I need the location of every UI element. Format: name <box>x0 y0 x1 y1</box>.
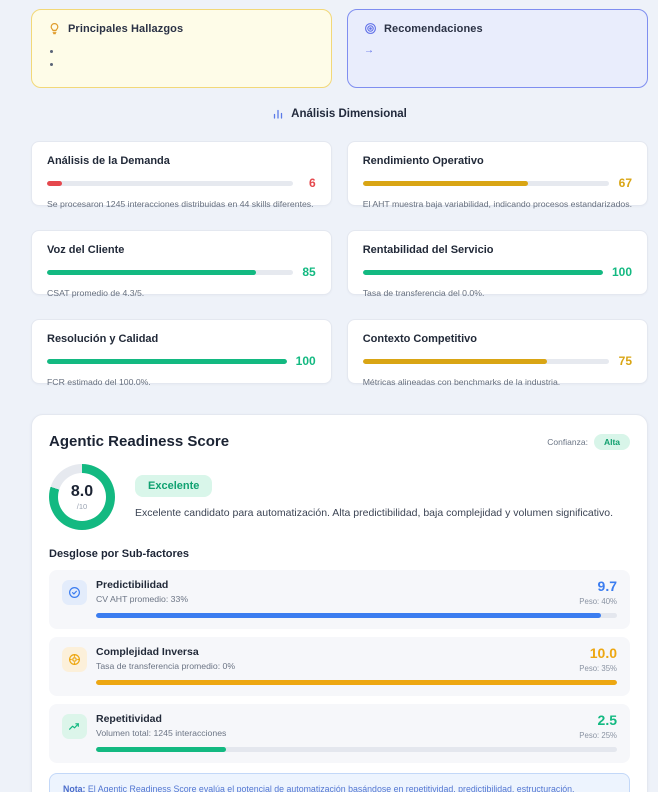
gauge-score-value: 8.0 <box>70 482 94 500</box>
score-summary: Excelente Excelente candidato para autom… <box>135 475 613 519</box>
dimension-description: CSAT promedio de 4.3/5. <box>47 288 145 298</box>
dimension-description: Se procesaron 1245 interacciones distrib… <box>47 199 314 209</box>
dimension-score: 100 <box>295 354 316 368</box>
recommendations-card: Recomendaciones → <box>347 9 648 88</box>
lightbulb-icon <box>48 22 61 35</box>
score-bar-track <box>47 269 293 275</box>
trending-up-icon <box>62 714 87 739</box>
dimension-title: Rentabilidad del Servicio <box>362 244 494 256</box>
score-bar-track <box>47 358 287 364</box>
dimension-card-demanda: Análisis de la Demanda 6 Se procesaron 1… <box>31 141 332 209</box>
recommendations-title: Recomendaciones <box>384 22 483 35</box>
dimension-title: Contexto Competitivo <box>362 333 477 345</box>
gauge-score-denominator: /10 <box>76 501 88 511</box>
section-header: Análisis Dimensional <box>31 108 648 120</box>
score-bar-fill <box>362 180 528 186</box>
check-circle-icon <box>62 580 87 605</box>
subfactor-name: Complejidad Inversa <box>96 646 199 658</box>
dimension-description: FCR estimado del 100.0%. <box>47 377 151 387</box>
subfactor-repetitividad: Repetitividad Volumen total: 1245 intera… <box>49 704 630 763</box>
methodology-note: Nota: El Agentic Readiness Score evalúa … <box>49 773 630 792</box>
dimension-title: Resolución y Calidad <box>47 333 159 345</box>
dimension-description: Tasa de transferencia del 0.0%. <box>362 288 485 298</box>
subfactor-bar-track <box>96 613 617 618</box>
dimension-card-rendimiento: Rendimiento Operativo 67 El AHT muestra … <box>346 141 648 209</box>
subfactor-predictibilidad: Predictibilidad CV AHT promedio: 33% 9.7… <box>49 570 630 629</box>
dimension-grid: Análisis de la Demanda 6 Se procesaron 1… <box>31 141 648 387</box>
dimension-title: Voz del Cliente <box>47 244 125 256</box>
subfactors-title: Desglose por Sub-factores <box>49 548 189 560</box>
dimension-description: El AHT muestra baja variabilidad, indica… <box>362 199 632 209</box>
score-bar-track <box>362 358 609 364</box>
score-bar-fill <box>362 269 603 275</box>
dimension-score: 6 <box>309 176 316 190</box>
dimension-score: 67 <box>618 176 632 190</box>
dimension-score: 100 <box>611 265 632 279</box>
target-icon <box>364 22 377 35</box>
summary-row: Principales Hallazgos Recomendaciones → <box>31 9 648 88</box>
subfactor-weight: Peso: 40% <box>579 597 617 606</box>
finding-item <box>48 58 315 71</box>
findings-title: Principales Hallazgos <box>68 22 184 35</box>
finding-item <box>48 45 315 58</box>
dimension-score: 75 <box>618 354 632 368</box>
subfactor-bar-fill <box>96 680 617 685</box>
dimension-card-rentabilidad: Rentabilidad del Servicio 100 Tasa de tr… <box>346 230 648 298</box>
dimension-score: 85 <box>302 265 316 279</box>
section-title: Análisis Dimensional <box>291 108 407 120</box>
subfactor-weight: Peso: 35% <box>579 664 617 673</box>
score-bar-track <box>47 180 293 186</box>
note-label: Nota: <box>63 784 86 792</box>
score-bar-fill <box>47 180 62 186</box>
recommendation-arrow: → <box>364 45 374 56</box>
subfactor-bar-fill <box>96 747 227 752</box>
subfactor-name: Predictibilidad <box>96 579 169 591</box>
dimension-title: Rendimiento Operativo <box>362 155 484 167</box>
subfactor-name: Repetitividad <box>96 713 162 725</box>
findings-list <box>48 45 315 71</box>
score-bar-fill <box>47 269 256 275</box>
note-text: El Agentic Readiness Score evalúa el pot… <box>87 784 575 792</box>
confidence-badge: Alta <box>593 433 630 450</box>
subfactor-value: 9.7 <box>597 578 617 594</box>
subfactor-complejidad: Complejidad Inversa Tasa de transferenci… <box>49 637 630 696</box>
score-bar-fill <box>47 358 287 364</box>
dimension-card-contexto: Contexto Competitivo 75 Métricas alinead… <box>346 319 648 387</box>
dimension-title: Análisis de la Demanda <box>47 155 170 167</box>
confidence-indicator: Confianza: Alta <box>547 433 630 450</box>
subfactor-bar-track <box>96 680 617 685</box>
dimension-card-voz-cliente: Voz del Cliente 85 CSAT promedio de 4.3/… <box>31 230 332 298</box>
score-gauge-center: 8.0 /10 <box>58 473 106 521</box>
subfactor-value: 2.5 <box>597 712 617 728</box>
rating-badge: Excelente <box>135 475 213 497</box>
subfactor-value: 10.0 <box>589 645 617 661</box>
dimension-description: Métricas alineadas con benchmarks de la … <box>362 377 561 387</box>
score-bar-track <box>362 180 609 186</box>
score-bar-track <box>362 269 603 275</box>
confidence-label: Confianza: <box>547 436 588 447</box>
findings-card: Principales Hallazgos <box>31 9 332 88</box>
score-gauge: 8.0 /10 <box>49 464 115 530</box>
subfactor-detail: Tasa de transferencia promedio: 0% <box>96 661 236 671</box>
subfactor-bar-track <box>96 747 617 752</box>
subfactor-bar-fill <box>96 613 602 618</box>
dial-icon <box>62 647 87 672</box>
score-bar-fill <box>362 358 548 364</box>
score-description: Excelente candidato para automatización.… <box>135 507 614 519</box>
subfactor-weight: Peso: 25% <box>579 731 617 740</box>
agentic-readiness-card: Agentic Readiness Score Confianza: Alta … <box>31 414 648 792</box>
bar-chart-icon <box>272 108 284 120</box>
dimension-card-resolucion: Resolución y Calidad 100 FCR estimado de… <box>31 319 332 387</box>
subfactor-detail: Volumen total: 1245 interacciones <box>96 728 227 738</box>
agentic-title: Agentic Readiness Score <box>49 433 230 450</box>
subfactor-detail: CV AHT promedio: 33% <box>96 594 189 604</box>
